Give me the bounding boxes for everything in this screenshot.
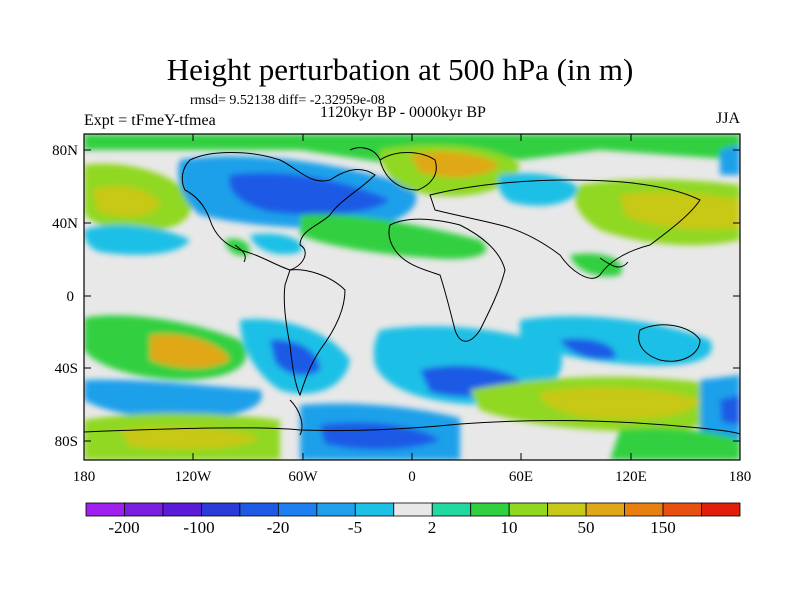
y-tick-label: 80N — [52, 143, 78, 159]
s-pacific-core — [150, 334, 230, 369]
pacific-blue-ne — [720, 145, 740, 175]
antarctic-core-c — [320, 422, 440, 450]
colorbar-label: -200 — [108, 518, 139, 537]
indian-ocean-core — [560, 338, 616, 360]
colorbar-label: 150 — [650, 518, 676, 537]
s-indian-core — [539, 387, 700, 420]
colorbar-box — [508, 502, 549, 517]
colorbar-label: -100 — [183, 518, 214, 537]
colorbar-label: 50 — [578, 518, 595, 537]
n-america-negative-core — [229, 172, 390, 215]
y-axis-labels: 80N 40N 0 40S 80S — [52, 143, 78, 450]
atlantic-low — [84, 224, 190, 255]
colorbar-box — [662, 502, 702, 517]
colorbar-box — [431, 502, 472, 517]
colorbar-box — [201, 502, 241, 517]
south-america-core — [270, 339, 320, 376]
y-tick-label: 40N — [52, 216, 78, 232]
colorbar-label: -5 — [348, 518, 362, 537]
y-tick-label: 80S — [55, 434, 78, 450]
height-field — [84, 134, 740, 460]
antarctic-green-e — [610, 428, 740, 460]
colorbar-box — [547, 502, 587, 517]
antarctic-core-e — [720, 395, 740, 425]
colorbar-box — [239, 502, 279, 517]
x-tick-label: 60E — [509, 469, 533, 485]
colorbar-box — [585, 502, 625, 517]
colorbar-box — [470, 502, 510, 517]
colorbar-label: 2 — [428, 518, 437, 537]
season-text: JJA — [715, 110, 740, 127]
x-tick-label: 0 — [408, 469, 416, 485]
asia-positive-band — [300, 214, 487, 260]
colorbar-box — [393, 502, 433, 517]
indian-ocean-negative — [520, 316, 712, 366]
x-tick-label: 180 — [729, 469, 752, 485]
antarctic-core-w — [120, 427, 260, 450]
experiment-text: Expt = tFmeY-tfmea — [84, 112, 216, 129]
tick-marks — [83, 134, 741, 460]
colorbar-box — [162, 502, 202, 517]
x-tick-label: 120E — [615, 469, 647, 485]
antarctic-negative-e — [700, 375, 740, 440]
x-tick-label: 180 — [73, 469, 96, 485]
coastlines — [84, 147, 740, 436]
colorbar-box — [354, 502, 395, 517]
colorbar-box — [277, 502, 318, 517]
east-asia-core — [620, 192, 740, 230]
colorbar-box — [316, 502, 356, 517]
colorbar — [85, 502, 741, 517]
colorbar-box — [701, 502, 741, 517]
y-tick-label: 40S — [55, 361, 78, 377]
colorbar-label: -20 — [267, 518, 290, 537]
pacific-nh-core — [92, 185, 160, 217]
s-pacific-negative — [84, 379, 262, 420]
colorbar-label: 10 — [501, 518, 518, 537]
colorbar-box — [85, 502, 125, 517]
india-positive — [570, 253, 622, 277]
colorbar-box — [124, 502, 164, 517]
x-tick-label: 60W — [288, 469, 318, 485]
period-text: 1120kyr BP - 0000kyr BP — [320, 104, 486, 121]
colorbar-box — [624, 502, 664, 517]
map-title: Height perturbation at 500 hPa (in m) — [166, 52, 634, 87]
tropical-pacific-blue — [250, 233, 302, 255]
stats-text: rmsd= 9.52138 diff= -2.32959e-08 — [190, 93, 385, 108]
y-tick-label: 0 — [67, 289, 75, 305]
x-axis-labels: 180 120W 60W 0 60E 120E 180 — [73, 469, 752, 485]
colorbar-labels: -200 -100 -20 -5 2 10 50 150 — [108, 518, 675, 537]
x-tick-label: 120W — [175, 469, 213, 485]
